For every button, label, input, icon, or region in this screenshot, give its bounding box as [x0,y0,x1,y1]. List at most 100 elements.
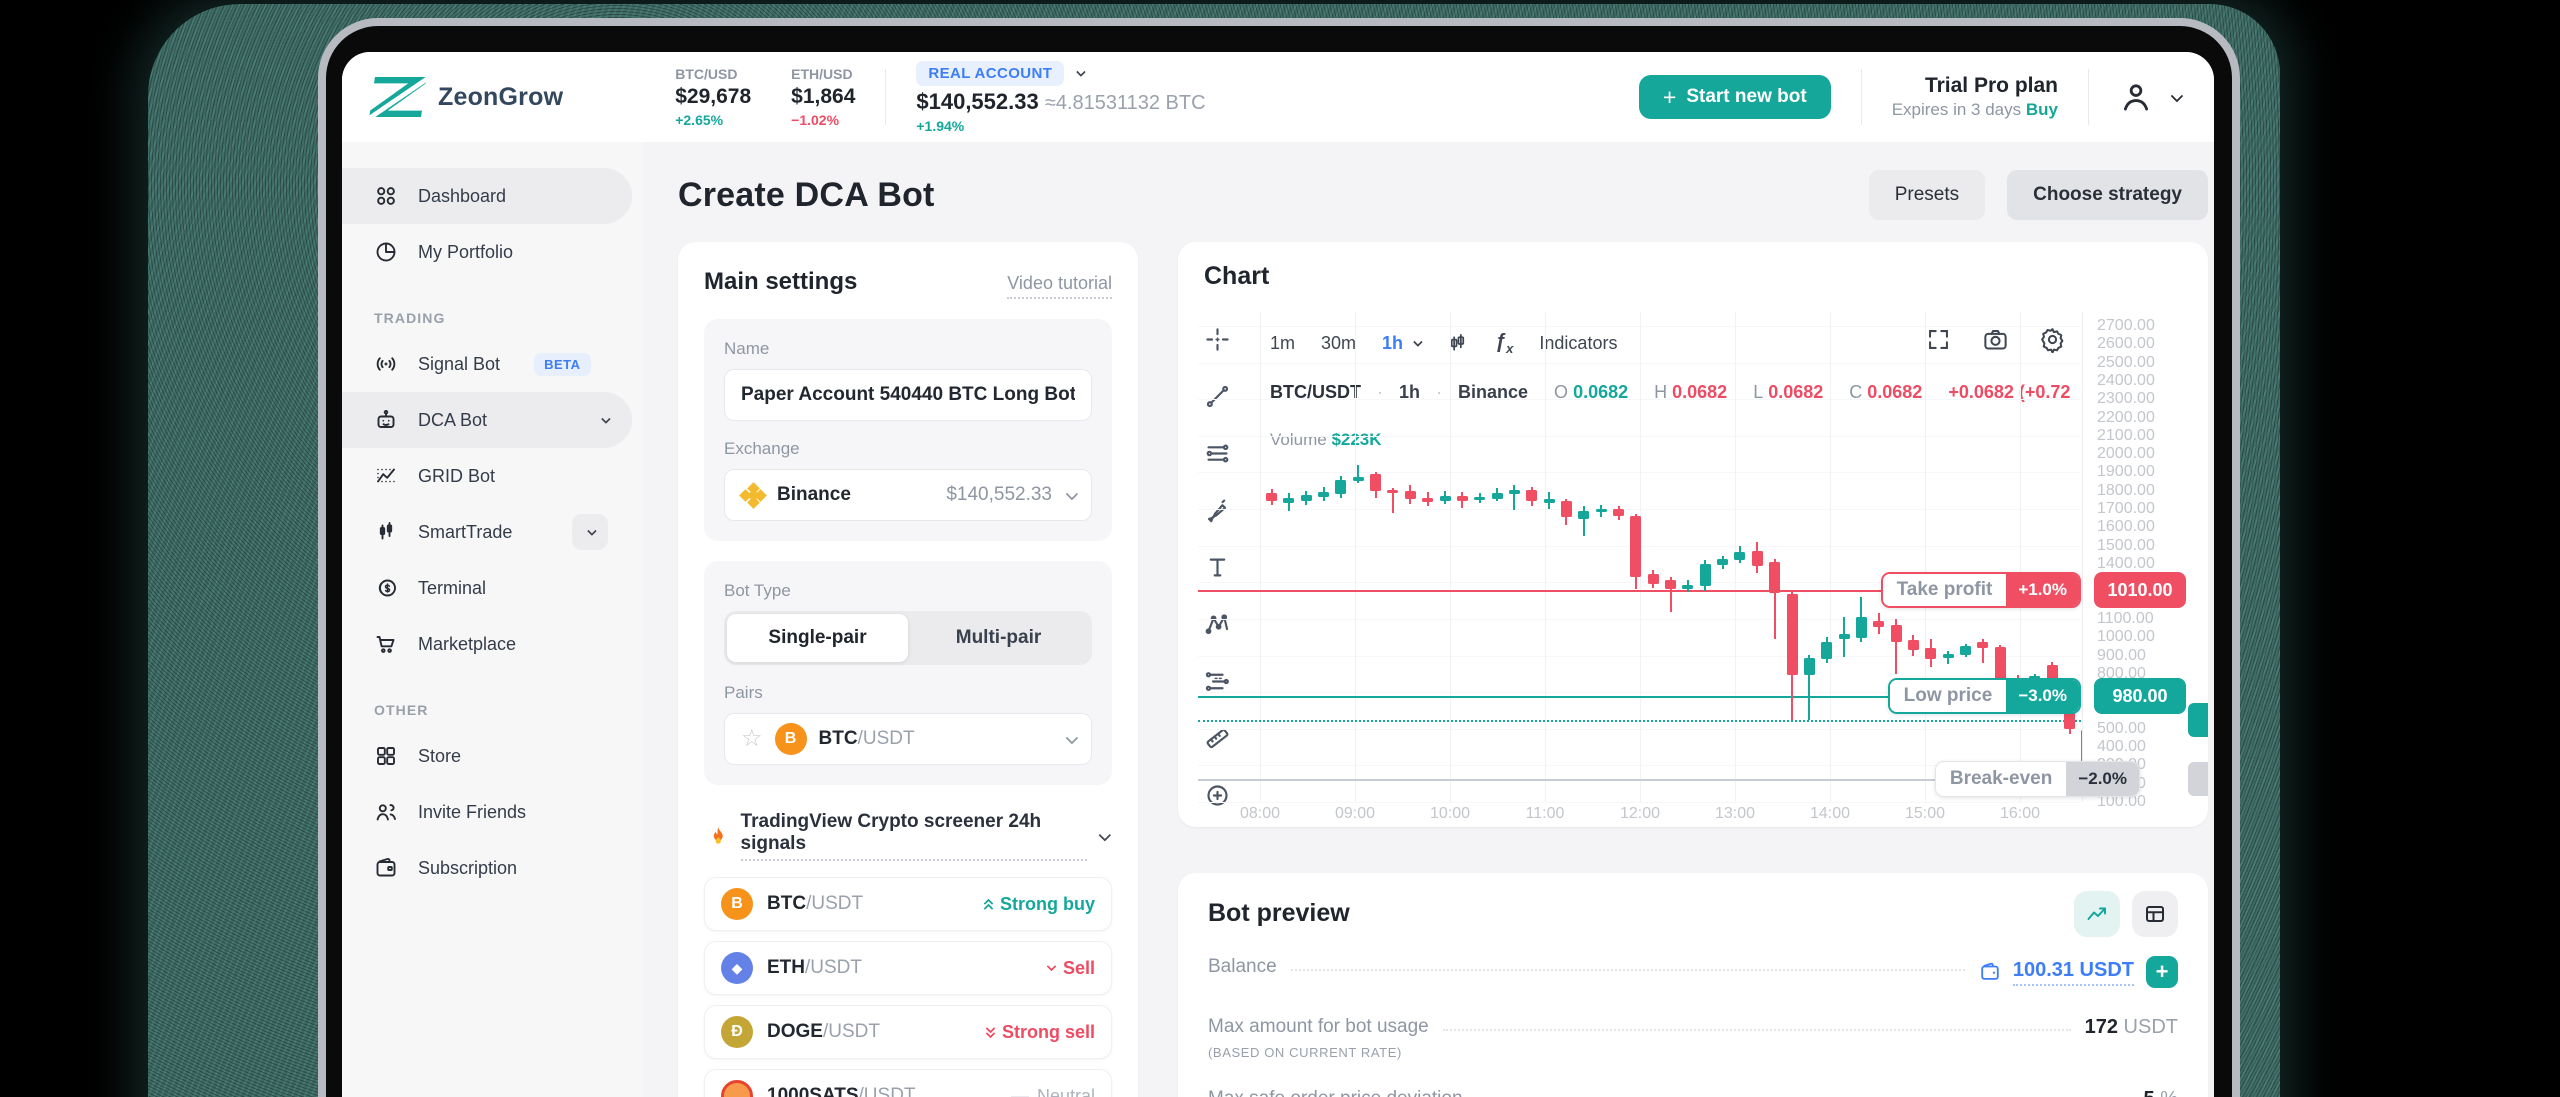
price-line-low_price [1198,695,2081,698]
crosshair-tool-icon[interactable] [1204,326,1231,353]
bot-type-multi-pair[interactable]: Multi-pair [955,627,1042,648]
sidebar-item-signal-bot[interactable]: Signal Bot BETA [342,336,632,392]
chevron-down-icon[interactable] [1098,828,1112,841]
chart-settings-gear-icon[interactable] [2039,326,2066,353]
sidebar-item-store[interactable]: Store [342,728,632,784]
text-tool-icon[interactable] [1204,554,1231,581]
sidebar-item-marketplace[interactable]: Marketplace [342,616,632,672]
candle [1456,496,1468,501]
brand-logo[interactable]: ZeonGrow [372,77,563,117]
favorite-star-icon[interactable]: ☆ [741,725,763,752]
fullscreen-icon[interactable] [1925,326,1952,353]
sidebar-item-grid-bot[interactable]: GRID Bot [342,448,632,504]
gridline-h [1198,728,2081,730]
candle [1283,498,1295,503]
pairs-select[interactable]: ☆ B BTC/USDT [724,713,1092,765]
preview-chart-view-button[interactable] [2074,891,2120,937]
candlestick-style-icon[interactable] [1446,332,1469,355]
balance-value-link[interactable]: 100.31 USDT [2012,959,2134,986]
page-title: Create DCA Bot [678,175,935,214]
levels-tool-icon[interactable] [1204,440,1231,467]
presets-button[interactable]: Presets [1868,170,1986,220]
signal-row-eth[interactable]: ◆ ETH/USDT Sell [704,941,1112,995]
sidebar-item-dca-bot[interactable]: DCA Bot [342,392,632,448]
price-axis-label: 1400.00 [2097,555,2155,572]
legend-symbol[interactable]: BTC/USDT [1270,382,1361,402]
candle [1942,653,1954,659]
candlestick-plot[interactable]: 08:00 09:00 10:00 11:00 12:00 13:00 14:00 15:00… [1178,242,2208,827]
video-tutorial-link[interactable]: Video tutorial [1007,273,1112,299]
brush-tool-icon[interactable] [1204,497,1231,524]
timeframe-30m[interactable]: 30m [1321,332,1357,353]
chevron-down-button[interactable] [572,514,608,550]
gridline-h [1198,765,2081,767]
sidebar-item-terminal[interactable]: Terminal [342,560,632,616]
market-tickers: BTC/USD $29,678 +2.65% ETH/USD $1,864 −1… [675,66,855,128]
position-tool-icon[interactable] [1204,668,1231,695]
signal-row-doge[interactable]: Ð DOGE/USDT Strong sell [704,1005,1112,1059]
choose-strategy-button[interactable]: Choose strategy [2007,170,2208,220]
ruler-tool-icon[interactable] [1204,725,1231,752]
candle-wick [1582,506,1585,536]
sidebar-item-subscription[interactable]: Subscription [342,840,632,896]
sidebar-item-invite-friends[interactable]: Invite Friends [342,784,632,840]
name-label: Name [724,339,770,358]
strong-sell-arrow-icon [985,1023,996,1038]
chevron-down-icon[interactable] [600,413,611,424]
zoom-in-tool-icon[interactable] [1204,782,1231,809]
candle [1769,562,1781,594]
real-account-badge[interactable]: REAL ACCOUNT [916,60,1065,86]
user-avatar-icon[interactable] [2119,80,2153,114]
signal-row-1000sats[interactable]: 1000SATS/USDT — Neutral [704,1069,1112,1097]
low-price-tag[interactable]: Low price −3.0% [1887,678,2081,714]
candle [1977,641,1989,649]
fx-icon[interactable]: ƒx [1495,330,1514,356]
plan-buy-link[interactable]: Buy [2025,100,2058,119]
exchange-select[interactable]: Binance $140,552.33 [724,469,1092,521]
candle [1925,648,1937,660]
gridline-h [1198,582,2081,584]
indicators-button[interactable]: Indicators [1539,332,1618,353]
pair-name: DOGE/USDT [767,1021,880,1042]
top-bar: ZeonGrow BTC/USD $29,678 +2.65% ETH/USD … [342,52,2214,142]
signal-icon [374,352,398,376]
signal-row-btc[interactable]: B BTC/USDT Strong buy [704,877,1112,931]
add-funds-button[interactable]: + [2146,956,2178,988]
break-even-tag[interactable]: Break-even −2.0% [1934,761,2140,797]
ohlc-close: C 0.0682 [1849,382,1923,402]
sidebar-section-label: OTHER [374,702,429,718]
candle [1647,574,1659,585]
tradingview-signals-header[interactable]: TradingView Crypto screener 24h signals [704,811,1112,861]
sidebar-item-my-portfolio[interactable]: My Portfolio [342,224,632,280]
candle [2046,664,2058,689]
timeframe-selected[interactable]: 1h [1382,333,1423,354]
candle [1873,620,1885,628]
candle [1734,552,1746,561]
profile-chevron-down-icon[interactable] [2170,89,2184,102]
take-profit-price-badge: 1010.00 [2094,572,2186,608]
chart-drawing-tools [1204,326,1231,809]
candle [1803,657,1815,675]
pattern-tool-icon[interactable] [1204,611,1231,638]
sats-coin-icon [721,1080,753,1097]
bot-name-input[interactable] [724,369,1092,421]
sidebar-item-dashboard[interactable]: Dashboard [342,168,632,224]
timeframe-1m[interactable]: 1m [1270,332,1296,353]
camera-snapshot-icon[interactable] [1982,326,2009,353]
candle-wick [1357,465,1360,484]
price-axis-label: 900.00 [2097,646,2146,664]
candle [1508,490,1520,495]
bot-type-single-pair[interactable]: Single-pair [727,614,908,662]
profile-menu[interactable] [2119,80,2184,114]
signal-value: Strong sell [985,1022,1095,1043]
candle [1543,499,1555,504]
take-profit-tag[interactable]: Take profit +1.0% [1880,572,2081,608]
trendline-tool-icon[interactable] [1204,383,1231,410]
preview-table-view-button[interactable] [2132,891,2178,937]
start-new-bot-button[interactable]: + Start new bot [1638,75,1831,119]
account-chevron-down-icon[interactable] [1076,66,1087,77]
sidebar-item-smarttrade[interactable]: SmartTrade [342,504,632,560]
price-line-break_even [1198,778,2081,781]
app-screen: ZeonGrow BTC/USD $29,678 +2.65% ETH/USD … [342,52,2214,1097]
wallet-icon [374,856,398,880]
